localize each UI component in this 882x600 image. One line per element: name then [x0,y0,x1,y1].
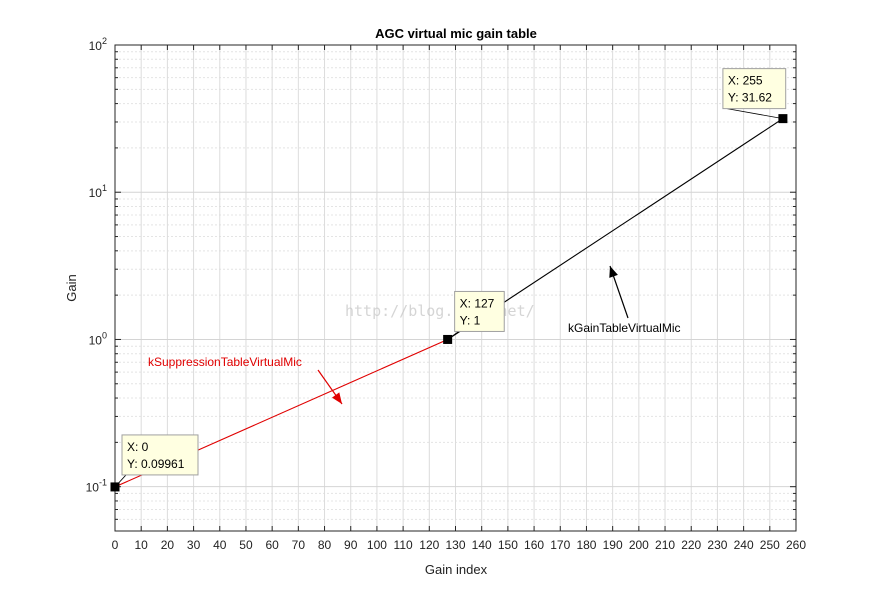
y-tick-label: 102 [89,36,107,53]
x-tick-label: 80 [318,538,332,552]
x-tick-label: 60 [265,538,279,552]
datatip-box [121,434,199,476]
x-tick-label: 230 [707,538,727,552]
datatip-box [722,68,787,110]
x-tick-label: 210 [655,538,675,552]
x-tick-label: 190 [603,538,623,552]
x-tick-label: 250 [760,538,780,552]
x-tick-label: 240 [734,538,754,552]
x-tick-label: 70 [292,538,306,552]
annotation-text: kSuppressionTableVirtualMic [148,355,302,369]
x-tick-label: 20 [161,538,175,552]
x-tick-label: 200 [629,538,649,552]
datatips: X: 0 Y: 0.09961 X: 127 Y: 1 X: 255 Y: 31.62 [110,68,788,492]
x-tick-label: 110 [394,538,413,552]
datatip-marker [443,334,453,344]
x-tick-label: 260 [786,538,806,552]
x-tick-label: 100 [367,538,387,552]
chart-title: AGC virtual mic gain table [375,26,537,41]
x-tick-label: 130 [445,538,465,552]
datatip-marker [110,482,120,492]
x-tick-label: 40 [213,538,227,552]
x-tick-labels: 0 10 20 30 40 50 60 70 80 90 100 110 120 130 140 150 160… [112,538,807,552]
y-tick-exponent: -1 [99,478,107,488]
y-tick-label: 100 [89,330,107,347]
datatip-y-text: Y: 31.62 [728,91,772,105]
y-tick-base: 10 [89,333,103,347]
datatip-x-text: X: 127 [460,296,495,310]
y-tick-base: 10 [89,186,103,200]
datatip-y-text: Y: 1 [460,313,481,327]
y-tick-base: 10 [89,39,103,53]
datatip-y-text: Y: 0.09961 [127,457,185,471]
datatip-connector [726,108,783,120]
x-axis-label: Gain index [425,562,488,577]
annotation-arrow-head [332,392,342,404]
datatip-marker [778,114,788,124]
annotation-arrow-head [609,266,618,278]
x-tick-label: 150 [498,538,518,552]
x-tick-label: 50 [239,538,253,552]
x-tick-label: 180 [576,538,596,552]
datatip-x-text: X: 0 [127,440,149,454]
watermark-text: http://blog.csdn.net/ [345,302,535,320]
x-tick-label: 120 [419,538,439,552]
x-tick-label: 140 [472,538,492,552]
annotations: kSuppressionTableVirtualMic kGainTableVir… [148,265,681,405]
datatip-box [454,290,505,332]
x-tick-label: 170 [550,538,570,552]
x-tick-label: 160 [524,538,544,552]
annotation-text: kGainTableVirtualMic [568,321,681,335]
y-axis-label: Gain [64,274,79,301]
x-tick-label: 0 [112,538,119,552]
y-tick-label: 101 [89,183,107,200]
axis-ticks [114,44,797,532]
y-tick-exponent: 1 [102,183,107,193]
y-tick-base: 10 [86,481,100,495]
y-tick-label: 10-1 [86,478,107,495]
x-tick-label: 90 [344,538,358,552]
datatip-x-text: X: 255 [728,74,763,88]
y-tick-exponent: 0 [102,330,107,340]
x-tick-label: 220 [681,538,701,552]
y-tick-exponent: 2 [102,36,107,46]
x-tick-label: 30 [187,538,201,552]
x-tick-label: 10 [135,538,149,552]
